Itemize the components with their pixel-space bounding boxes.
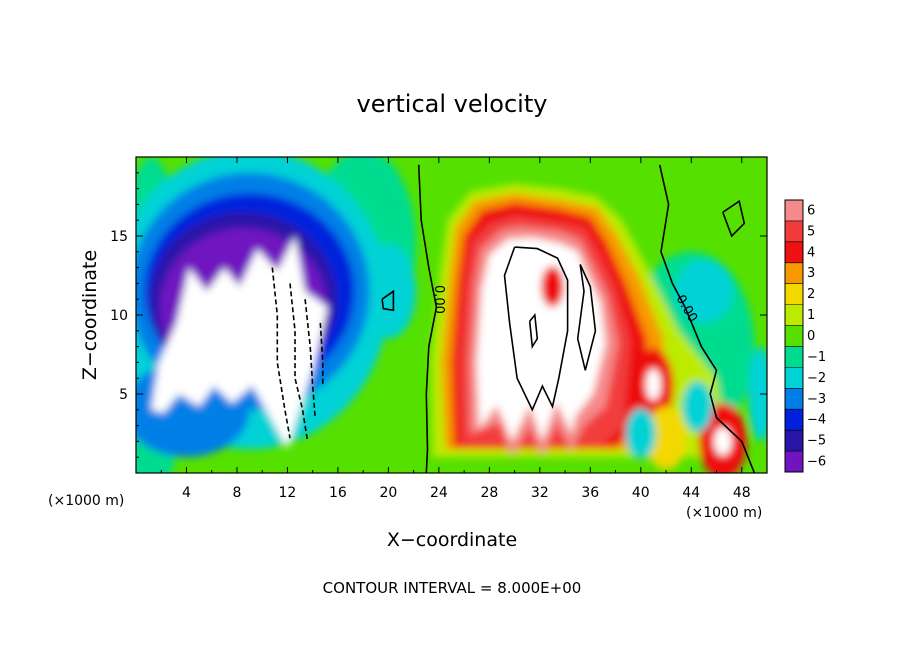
colorbar-label: 1: [807, 308, 815, 323]
updraft-contour: [576, 264, 597, 371]
colorbar-swatch: [785, 409, 803, 431]
colorbar-label: 0: [807, 329, 815, 344]
field-blob: [674, 259, 733, 323]
colorbar-swatch: [785, 241, 803, 264]
updraft-core: [476, 237, 606, 442]
downdraft-contour: [304, 299, 316, 418]
x-tick-label: 8: [232, 485, 241, 501]
x-unit-left: (×1000 m): [48, 493, 124, 509]
colorbar-label: −4: [807, 413, 826, 428]
x-tick-label: 16: [329, 485, 347, 501]
colorbar-label: 2: [807, 287, 815, 302]
x-tick-label: 40: [632, 485, 650, 501]
colorbar-label: −3: [807, 392, 826, 407]
velocity-field: [136, 157, 767, 473]
x-tick-label: 24: [430, 485, 448, 501]
colorbar-label: −1: [807, 350, 826, 365]
field-blob: [645, 368, 661, 401]
field-blob: [645, 406, 687, 470]
colorbar-label: −6: [807, 455, 826, 470]
contour-interval-note: CONTOUR INTERVAL = 8.000E+00: [323, 579, 582, 597]
x-tick-label: 48: [733, 485, 751, 501]
colorbar-label: 3: [807, 266, 815, 281]
colorbar-swatch: [785, 451, 803, 473]
zero-contour-right: [658, 164, 756, 473]
y-axis-ticks: 5 10 15: [110, 172, 767, 458]
colorbar-swatch: [785, 304, 803, 327]
updraft-contour: [503, 246, 569, 412]
y-tick-label: 5: [119, 387, 128, 403]
downdraft-contour: [271, 267, 291, 439]
colorbar-label: −2: [807, 371, 826, 386]
colorbar-swatch: [785, 388, 803, 410]
colorbar-label: −5: [807, 434, 826, 449]
downdraft-contour: [289, 283, 309, 442]
colorbar-swatch: [785, 200, 803, 222]
contour-lines: [271, 164, 756, 473]
x-tick-label: 12: [279, 485, 297, 501]
updraft-inclusion: [541, 266, 564, 308]
colorbar-label: 5: [807, 224, 815, 239]
y-tick-label: 10: [110, 308, 128, 324]
colorbar-swatch: [785, 367, 803, 389]
chart-title: vertical velocity: [357, 90, 548, 118]
plot-area: [136, 157, 767, 473]
colorbar-swatch: [785, 325, 803, 347]
x-tick-label: 20: [379, 485, 397, 501]
field-blob: [748, 346, 767, 442]
colorbar-swatch: [785, 220, 803, 243]
field-blob: [682, 381, 713, 432]
colorbar-swatch: [785, 262, 803, 285]
colorbar-frame: [784, 199, 804, 473]
y-axis-label: Z−coordinate: [79, 250, 101, 380]
x-tick-label: 32: [531, 485, 549, 501]
contour-label-left: 0.00: [431, 285, 446, 314]
field-blob: [360, 243, 417, 339]
updraft-contour: [528, 312, 539, 349]
downdraft-core: [151, 236, 328, 450]
x-tick-label: 44: [682, 485, 700, 501]
contour-loop: [381, 289, 395, 312]
y-tick-label: 15: [110, 229, 128, 245]
zero-contour-left: [417, 164, 438, 473]
x-axis-ticks: 4 8 12 16 20 24 28 32 36 40 44 48: [160, 157, 751, 501]
colorbar-swatch: [785, 430, 803, 452]
colorbar-label: 4: [807, 245, 815, 260]
x-tick-label: 28: [480, 485, 498, 501]
colorbar-swatch: [785, 283, 803, 306]
colorbar-label: 6: [807, 203, 815, 218]
field-blob: [713, 427, 732, 456]
field-blob: [625, 408, 656, 459]
x-unit-right: (×1000 m): [686, 505, 762, 521]
colorbar-swatch: [785, 346, 803, 368]
x-tick-label: 4: [182, 485, 191, 501]
contour-loop: [722, 199, 746, 238]
x-tick-label: 36: [581, 485, 599, 501]
x-axis-label: X−coordinate: [387, 529, 517, 551]
colorbar: 6 5 4 3 2 1 0 −1 −2 −3 −4 −5 −6: [784, 199, 826, 473]
